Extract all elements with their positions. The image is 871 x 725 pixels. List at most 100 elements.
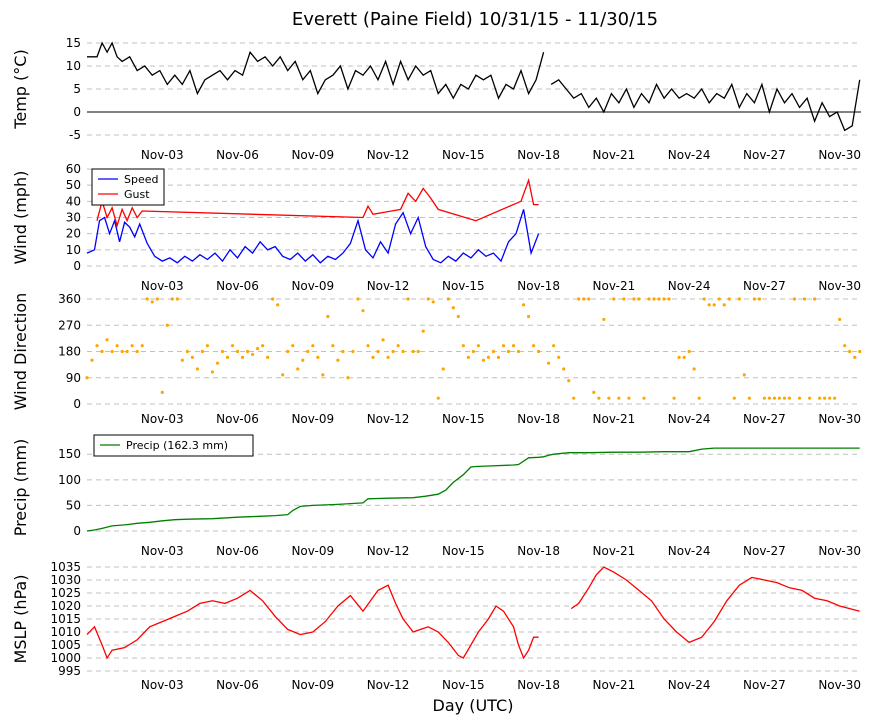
data-point bbox=[516, 349, 521, 354]
data-point bbox=[205, 344, 210, 348]
data-point bbox=[200, 349, 205, 354]
x-tick-label: Nov-06 bbox=[216, 279, 259, 293]
data-point bbox=[823, 396, 827, 400]
x-tick-label: Nov-27 bbox=[743, 544, 786, 558]
data-point bbox=[396, 344, 400, 348]
x-tick-label: Nov-12 bbox=[367, 148, 410, 162]
data-point bbox=[572, 396, 576, 400]
data-point bbox=[506, 349, 511, 354]
data-point bbox=[577, 297, 581, 301]
y-tick-label: 0 bbox=[73, 105, 81, 119]
data-point bbox=[406, 297, 410, 301]
figure-title: Everett (Paine Field) 10/31/15 - 11/30/1… bbox=[292, 9, 658, 30]
y-tick-label: 30 bbox=[66, 211, 81, 225]
x-tick-label: Nov-06 bbox=[216, 148, 259, 162]
data-point bbox=[451, 306, 455, 310]
data-point bbox=[306, 349, 310, 354]
legend-entry: Gust bbox=[124, 188, 150, 201]
y-tick-label: 10 bbox=[66, 243, 81, 257]
data-point bbox=[331, 344, 335, 348]
data-point bbox=[677, 355, 681, 359]
data-point bbox=[286, 349, 290, 354]
x-tick-label: Nov-18 bbox=[517, 279, 560, 293]
x-tick-label: Nov-12 bbox=[367, 279, 410, 293]
y-tick-label: 360 bbox=[58, 292, 81, 306]
x-tick-label: Nov-06 bbox=[216, 678, 259, 692]
x-tick-label: Nov-03 bbox=[141, 148, 184, 162]
data-point bbox=[256, 346, 260, 351]
data-point bbox=[702, 297, 706, 301]
data-point bbox=[421, 329, 425, 333]
data-point bbox=[301, 358, 305, 362]
y-tick-label: 270 bbox=[58, 318, 81, 332]
data-point bbox=[291, 344, 295, 348]
data-point bbox=[160, 390, 164, 394]
data-point bbox=[692, 367, 696, 371]
series-line bbox=[550, 78, 861, 132]
data-point bbox=[737, 297, 741, 301]
y-tick-label: 0 bbox=[73, 259, 81, 273]
x-tick-label: Nov-30 bbox=[818, 148, 861, 162]
data-point bbox=[531, 344, 536, 348]
data-point bbox=[336, 358, 340, 362]
data-point bbox=[346, 376, 350, 380]
y-tick-label: 1000 bbox=[50, 651, 81, 665]
data-point bbox=[592, 390, 596, 394]
data-point bbox=[235, 349, 240, 354]
data-point bbox=[757, 297, 761, 301]
data-point bbox=[220, 349, 225, 354]
data-point bbox=[356, 297, 360, 301]
data-point bbox=[185, 349, 189, 354]
data-point bbox=[792, 297, 797, 301]
data-point bbox=[100, 349, 104, 354]
data-point bbox=[461, 344, 465, 348]
data-point bbox=[752, 297, 756, 301]
x-tick-label: Nov-24 bbox=[668, 678, 711, 692]
y-tick-label: 180 bbox=[58, 345, 81, 359]
data-point bbox=[436, 396, 440, 400]
data-point bbox=[276, 303, 280, 307]
x-tick-label: Nov-24 bbox=[668, 148, 711, 162]
data-point bbox=[537, 349, 541, 354]
data-point bbox=[547, 361, 551, 365]
y-tick-label: 1030 bbox=[50, 573, 81, 587]
y-tick-label: 100 bbox=[58, 473, 81, 487]
data-point bbox=[411, 349, 415, 354]
x-tick-label: Nov-18 bbox=[517, 148, 560, 162]
data-point bbox=[627, 396, 631, 400]
data-point bbox=[150, 300, 154, 304]
data-point bbox=[351, 349, 355, 354]
y-tick-label: 1010 bbox=[50, 625, 81, 639]
data-point bbox=[426, 297, 430, 301]
data-point bbox=[833, 396, 837, 400]
x-tick-label: Nov-09 bbox=[291, 412, 334, 426]
x-tick-label: Nov-09 bbox=[291, 544, 334, 558]
data-point bbox=[742, 373, 746, 377]
data-point bbox=[602, 317, 606, 322]
x-tick-label: Nov-03 bbox=[141, 279, 184, 293]
x-tick-label: Nov-09 bbox=[291, 678, 334, 692]
data-point bbox=[772, 396, 777, 400]
data-point bbox=[622, 297, 626, 301]
x-tick-label: Nov-09 bbox=[291, 148, 334, 162]
y-tick-label: 1005 bbox=[50, 638, 81, 652]
data-point bbox=[582, 297, 586, 301]
data-point bbox=[662, 297, 666, 301]
series-line bbox=[87, 41, 545, 100]
data-point bbox=[155, 297, 159, 301]
x-tick-label: Nov-06 bbox=[216, 412, 259, 426]
data-point bbox=[652, 297, 656, 301]
data-point bbox=[326, 314, 330, 319]
data-point bbox=[130, 344, 134, 348]
data-point bbox=[266, 355, 270, 359]
x-tick-label: Nov-03 bbox=[141, 678, 184, 692]
x-tick-label: Nov-03 bbox=[141, 544, 184, 558]
data-point bbox=[95, 344, 99, 348]
series-line bbox=[86, 584, 539, 660]
data-point bbox=[341, 349, 345, 354]
x-tick-label: Nov-30 bbox=[818, 544, 861, 558]
data-point bbox=[707, 303, 711, 307]
data-point bbox=[376, 349, 380, 354]
data-point bbox=[90, 358, 94, 362]
